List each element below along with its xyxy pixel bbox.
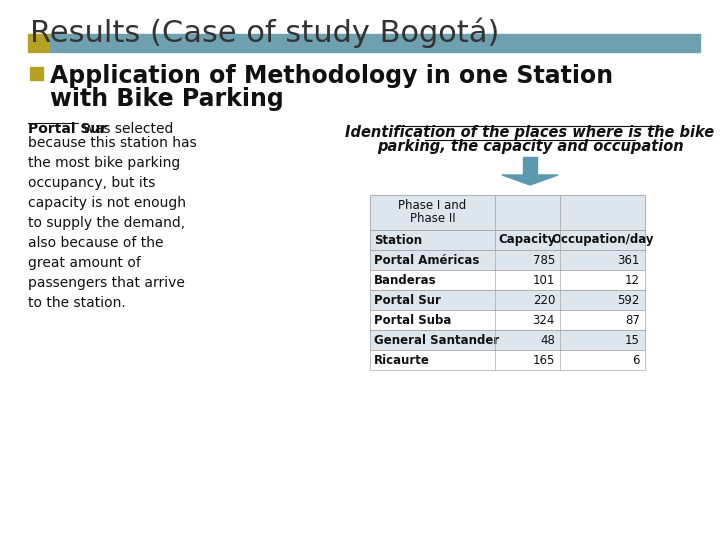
Text: 12: 12 bbox=[625, 273, 640, 287]
Text: 15: 15 bbox=[625, 334, 640, 347]
Text: Capacity: Capacity bbox=[499, 233, 556, 246]
Bar bbox=[370, 350, 645, 370]
Bar bbox=[50, 34, 700, 52]
Bar bbox=[370, 330, 645, 350]
Text: Portal Sur: Portal Sur bbox=[374, 294, 441, 307]
Text: 87: 87 bbox=[625, 314, 640, 327]
Text: General Santander: General Santander bbox=[374, 334, 499, 347]
Text: parking, the capacity and occupation: parking, the capacity and occupation bbox=[377, 139, 683, 154]
Text: 220: 220 bbox=[533, 294, 555, 307]
Text: Occupation/day: Occupation/day bbox=[552, 233, 654, 246]
Text: was selected: was selected bbox=[79, 122, 174, 136]
Text: 361: 361 bbox=[618, 253, 640, 267]
Bar bbox=[370, 250, 645, 270]
Text: 165: 165 bbox=[533, 354, 555, 367]
Bar bbox=[370, 310, 645, 330]
Text: Portal Suba: Portal Suba bbox=[374, 314, 451, 327]
Bar bbox=[28, 34, 50, 52]
Bar bbox=[370, 270, 645, 290]
Text: Phase I and: Phase I and bbox=[398, 199, 467, 212]
Text: 785: 785 bbox=[533, 253, 555, 267]
Text: Portal Américas: Portal Américas bbox=[374, 253, 480, 267]
Text: 6: 6 bbox=[632, 354, 640, 367]
Bar bbox=[370, 290, 645, 310]
Text: Banderas: Banderas bbox=[374, 273, 436, 287]
Text: Results (Case of study Bogotá): Results (Case of study Bogotá) bbox=[30, 18, 500, 49]
Bar bbox=[370, 270, 645, 290]
Bar bbox=[370, 310, 645, 330]
Text: 324: 324 bbox=[533, 314, 555, 327]
Bar bbox=[30, 67, 43, 80]
Text: because this station has
the most bike parking
occupancy, but its
capacity is no: because this station has the most bike p… bbox=[28, 136, 197, 310]
Bar bbox=[370, 230, 645, 250]
Text: Station: Station bbox=[374, 233, 422, 246]
Bar bbox=[370, 350, 645, 370]
Text: 592: 592 bbox=[618, 294, 640, 307]
Text: Ricaurte: Ricaurte bbox=[374, 354, 430, 367]
Bar bbox=[370, 230, 645, 250]
Text: 48: 48 bbox=[540, 334, 555, 347]
Bar bbox=[370, 330, 645, 350]
Polygon shape bbox=[502, 175, 558, 185]
Bar bbox=[370, 195, 645, 230]
Text: Application of Methodology in one Station: Application of Methodology in one Statio… bbox=[50, 64, 613, 88]
Bar bbox=[370, 195, 645, 230]
Text: 101: 101 bbox=[533, 273, 555, 287]
Bar bbox=[370, 250, 645, 270]
Text: Phase II: Phase II bbox=[410, 212, 455, 225]
Bar bbox=[523, 157, 537, 175]
Text: Identification of the places where is the bike: Identification of the places where is th… bbox=[346, 125, 714, 140]
Bar bbox=[370, 290, 645, 310]
Text: with Bike Parking: with Bike Parking bbox=[50, 87, 284, 111]
Text: Portal Sur: Portal Sur bbox=[28, 122, 107, 136]
